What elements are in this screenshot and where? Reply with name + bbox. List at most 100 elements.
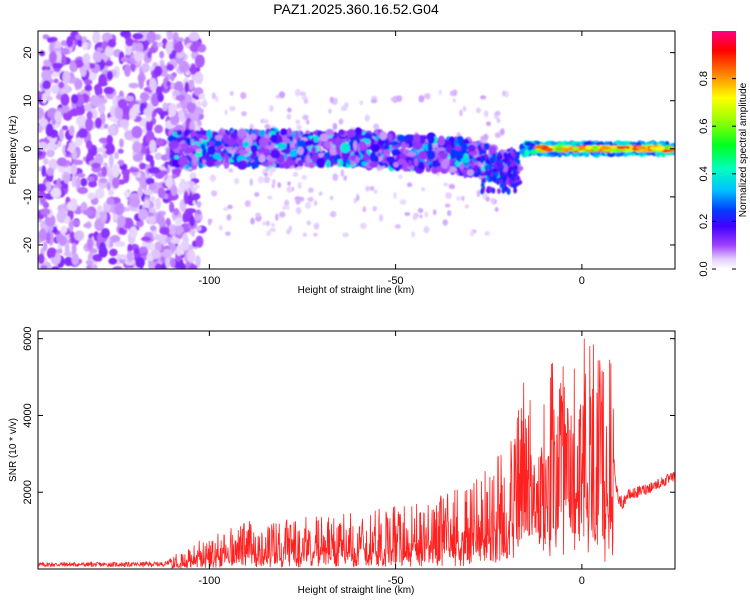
spectrogram-cell xyxy=(54,110,62,123)
spectrogram-cell xyxy=(233,178,240,185)
colorbar-tick-label: 0.4 xyxy=(698,166,710,181)
spectrogram-cell xyxy=(467,144,476,152)
spectrogram-cell xyxy=(476,189,481,198)
spectrogram-cell xyxy=(108,257,118,265)
spectrogram-cell xyxy=(62,70,71,84)
spectrogram-cell xyxy=(488,186,493,193)
spectrogram-cell xyxy=(534,145,544,149)
spectrogram-cell xyxy=(225,231,231,236)
spectrogram-cell xyxy=(58,81,65,89)
spectrogram-cell xyxy=(74,230,85,241)
spectrogram-cell xyxy=(278,91,286,99)
snr-frame xyxy=(37,330,676,570)
spectrogram-cell xyxy=(138,208,149,221)
spectrogram-cell xyxy=(305,156,311,164)
spectrogram-cell xyxy=(56,233,64,244)
spectrogram-cell xyxy=(482,177,487,183)
spectrogram-cell xyxy=(480,157,484,164)
spectrogram-cell xyxy=(95,188,105,200)
spectrogram-cell xyxy=(254,192,260,197)
spectrogram-cell xyxy=(436,147,446,152)
spectrogram-cell xyxy=(145,119,153,133)
spectrogram-cell xyxy=(342,232,349,238)
spectrogram-cell xyxy=(139,91,150,102)
spectrogram-cell xyxy=(85,117,94,132)
spectrogram-cell xyxy=(47,37,54,43)
spectrogram-cell xyxy=(195,255,201,268)
spectrogram-cell xyxy=(277,182,282,188)
spectrogram-cell xyxy=(178,181,190,191)
spectrogram-cell xyxy=(228,149,236,154)
spectrogram-cell xyxy=(304,140,314,146)
spectrogram-cell xyxy=(490,197,495,204)
spectrogram-cell xyxy=(42,202,50,209)
snr-y-label: SNR (10 * v/v) xyxy=(8,418,19,482)
spectrogram-cell xyxy=(504,90,509,98)
spectrogram-cell xyxy=(159,226,170,235)
spectrogram-cell xyxy=(263,118,269,124)
spectrogram-cell xyxy=(82,40,88,51)
spectrogram-cell xyxy=(114,151,119,160)
spectrogram-cell xyxy=(254,163,259,169)
spectrogram-cell xyxy=(377,152,382,157)
spectrogram-cell xyxy=(195,213,201,222)
spectrogram-cell xyxy=(347,128,356,138)
spectrogram-cell xyxy=(460,157,470,163)
spectrogram-cell xyxy=(407,165,415,170)
spectrogram-cell xyxy=(218,129,225,137)
spectrogram-cell xyxy=(170,184,178,196)
spectrogram-cell xyxy=(71,252,80,266)
spectrogram-cell xyxy=(162,102,169,111)
spectrogram-cell xyxy=(229,91,234,96)
spectrogram-cell xyxy=(203,98,207,106)
spectrogram-cell xyxy=(355,156,360,163)
spectrogram-cell xyxy=(184,81,190,93)
spectrogram-cell xyxy=(92,253,102,262)
spectrogram-cell xyxy=(207,145,216,156)
spectrogram-cell xyxy=(282,205,286,210)
spectrogram-cell xyxy=(292,171,299,177)
spectrogram-cell xyxy=(413,156,419,167)
spectrogram-cell xyxy=(325,159,331,168)
spectrogram-cell xyxy=(302,114,309,121)
spectrogram-cell xyxy=(358,140,367,151)
spectrogram-cell xyxy=(258,154,266,163)
spectrogram-cell xyxy=(170,74,175,82)
spectrogram-cell xyxy=(175,37,185,43)
spectrogram-cell xyxy=(52,62,64,69)
spectrogram-cell xyxy=(111,164,120,178)
spectrogram-cell xyxy=(195,225,202,232)
spectrogram-cell xyxy=(241,111,247,117)
spectrogram-cell xyxy=(186,99,196,114)
spectrogram-cell xyxy=(87,192,96,200)
spectrogram-cell xyxy=(242,141,250,148)
spectrogram-cell xyxy=(161,248,173,258)
spectrogram-cell xyxy=(58,208,67,220)
spectrogram-cell xyxy=(343,102,349,108)
spectrogram-cell xyxy=(165,41,173,55)
spectrogram-cell xyxy=(269,227,276,232)
spectrogram-cell xyxy=(178,156,188,167)
spectrogram-cell xyxy=(51,266,60,269)
spectrogram-cell xyxy=(135,42,144,54)
spectrogram-cell xyxy=(96,147,107,153)
spectrogram-cell xyxy=(524,141,533,147)
spectrogram-cell xyxy=(191,98,196,104)
spectrogram-cell xyxy=(461,195,465,201)
spectrogram-cell xyxy=(494,207,499,212)
spectrogram-cell xyxy=(180,143,189,148)
spectrogram-cell xyxy=(499,161,504,168)
spectrogram-cell xyxy=(257,176,264,184)
spectrogram-cell xyxy=(258,130,266,137)
spectrogram-cell xyxy=(149,77,157,91)
spectrogram-cell xyxy=(78,128,88,139)
spectrogram-cell xyxy=(77,186,89,195)
spectrogram-cell xyxy=(193,184,200,189)
spectrogram-cell xyxy=(263,134,272,139)
spectrogram-cell xyxy=(442,219,448,226)
spectrogram-cell xyxy=(297,160,303,166)
spectrogram-cell xyxy=(336,159,344,167)
y-tick-label: 10 xyxy=(22,95,34,107)
spectrogram-cell xyxy=(159,50,165,59)
spectrogram-cell xyxy=(173,42,184,53)
